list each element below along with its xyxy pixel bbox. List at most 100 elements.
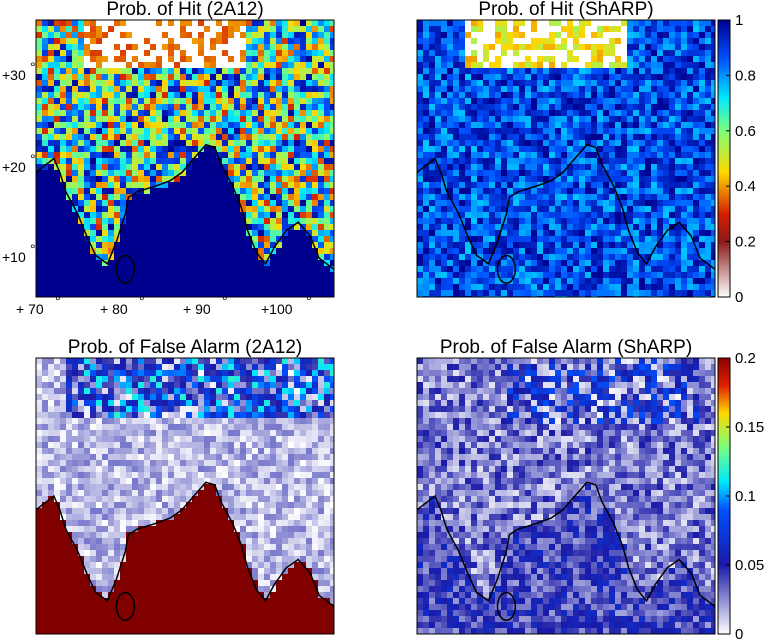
heatmap-cell: [597, 236, 603, 242]
heatmap-cell: [555, 80, 561, 86]
heatmap-cell: [108, 212, 114, 218]
heatmap-cell: [312, 56, 318, 62]
heatmap-cell: [621, 32, 627, 38]
heatmap-cell: [537, 158, 543, 164]
heatmap-cell: [252, 284, 258, 290]
heatmap-cell: [561, 194, 567, 200]
heatmap-cell: [90, 364, 96, 370]
heatmap-cell: [144, 182, 150, 188]
heatmap-cell: [198, 290, 204, 296]
heatmap-cell: [210, 128, 216, 134]
heatmap-cell: [282, 212, 288, 218]
heatmap-cell: [483, 152, 489, 158]
heatmap-cell: [579, 152, 585, 158]
heatmap-cell: [423, 92, 429, 98]
heatmap-cell: [294, 62, 300, 68]
heatmap-cell: [72, 254, 78, 260]
heatmap-cell: [150, 38, 156, 44]
heatmap-cell: [633, 152, 639, 158]
heatmap-cell: [597, 188, 603, 194]
heatmap-cell: [495, 110, 501, 116]
heatmap-cell: [639, 20, 645, 26]
heatmap-cell: [264, 32, 270, 38]
heatmap-cell: [573, 224, 579, 230]
heatmap-cell: [114, 38, 120, 44]
heatmap-cell: [192, 266, 198, 272]
heatmap-cell: [441, 122, 447, 128]
heatmap-cell: [204, 284, 210, 290]
heatmap-cell: [84, 128, 90, 134]
heatmap-cell: [609, 44, 615, 50]
heatmap-cell: [663, 26, 669, 32]
heatmap-cell: [711, 158, 715, 164]
heatmap-cell: [72, 230, 78, 236]
heatmap-cell: [126, 104, 132, 110]
heatmap-cell: [477, 62, 483, 68]
heatmap-cell: [495, 32, 501, 38]
heatmap-cell: [138, 140, 144, 146]
heatmap-cell: [294, 212, 300, 218]
heatmap-cell: [210, 364, 216, 370]
heatmap-cell: [294, 98, 300, 104]
heatmap-cell: [615, 182, 621, 188]
heatmap-cell: [675, 20, 681, 26]
heatmap-cell: [312, 370, 318, 376]
heatmap-cell: [126, 212, 132, 218]
heatmap-cell: [192, 278, 198, 284]
heatmap-cell: [609, 56, 615, 62]
heatmap-cell: [465, 146, 471, 152]
heatmap-cell: [531, 80, 537, 86]
heatmap-cell: [585, 104, 591, 110]
heatmap-cell: [699, 38, 705, 44]
heatmap-cell: [48, 122, 54, 128]
heatmap-cell: [591, 68, 597, 74]
heatmap-cell: [543, 122, 549, 128]
heatmap-cell: [222, 56, 228, 62]
heatmap-cell: [513, 230, 519, 236]
heatmap-cell: [489, 38, 495, 44]
heatmap-cell: [174, 80, 180, 86]
heatmap-cell: [54, 50, 60, 56]
heatmap-cell: [66, 158, 72, 164]
heatmap-cell: [306, 104, 312, 110]
heatmap-cell: [318, 248, 324, 254]
heatmap-cell: [156, 92, 162, 98]
heatmap-cell: [132, 188, 138, 194]
heatmap-cell: [579, 140, 585, 146]
heatmap-cell: [156, 122, 162, 128]
heatmap-cell: [234, 230, 240, 236]
heatmap-cell: [132, 164, 138, 170]
heatmap-cell: [681, 158, 687, 164]
heatmap-cell: [102, 260, 108, 266]
heatmap-cell: [330, 146, 334, 152]
heatmap-cell: [471, 26, 477, 32]
heatmap-cell: [441, 104, 447, 110]
heatmap-cell: [609, 272, 615, 278]
heatmap-cell: [36, 388, 42, 394]
heatmap-cell: [108, 104, 114, 110]
heatmap-cell: [252, 110, 258, 116]
heatmap-cell: [621, 140, 627, 146]
heatmap-cell: [150, 376, 156, 382]
heatmap-cell: [186, 86, 192, 92]
heatmap-cell: [222, 212, 228, 218]
heatmap-cell: [240, 26, 246, 32]
heatmap-cell: [657, 266, 663, 272]
heatmap-cell: [645, 116, 651, 122]
heatmap-cell: [429, 272, 435, 278]
heatmap-cell: [108, 266, 114, 272]
heatmap-cell: [330, 382, 334, 388]
heatmap-cell: [651, 164, 657, 170]
heatmap-cell: [228, 364, 234, 370]
heatmap-cell: [156, 80, 162, 86]
heatmap-cell: [60, 272, 66, 278]
heatmap-cell: [495, 56, 501, 62]
heatmap-cell: [537, 170, 543, 176]
heatmap-cell: [441, 38, 447, 44]
heatmap-cell: [84, 364, 90, 370]
heatmap-cell: [264, 122, 270, 128]
heatmap-cell: [621, 38, 627, 44]
heatmap-cell: [90, 382, 96, 388]
heatmap-cell: [603, 32, 609, 38]
heatmap-cell: [549, 248, 555, 254]
